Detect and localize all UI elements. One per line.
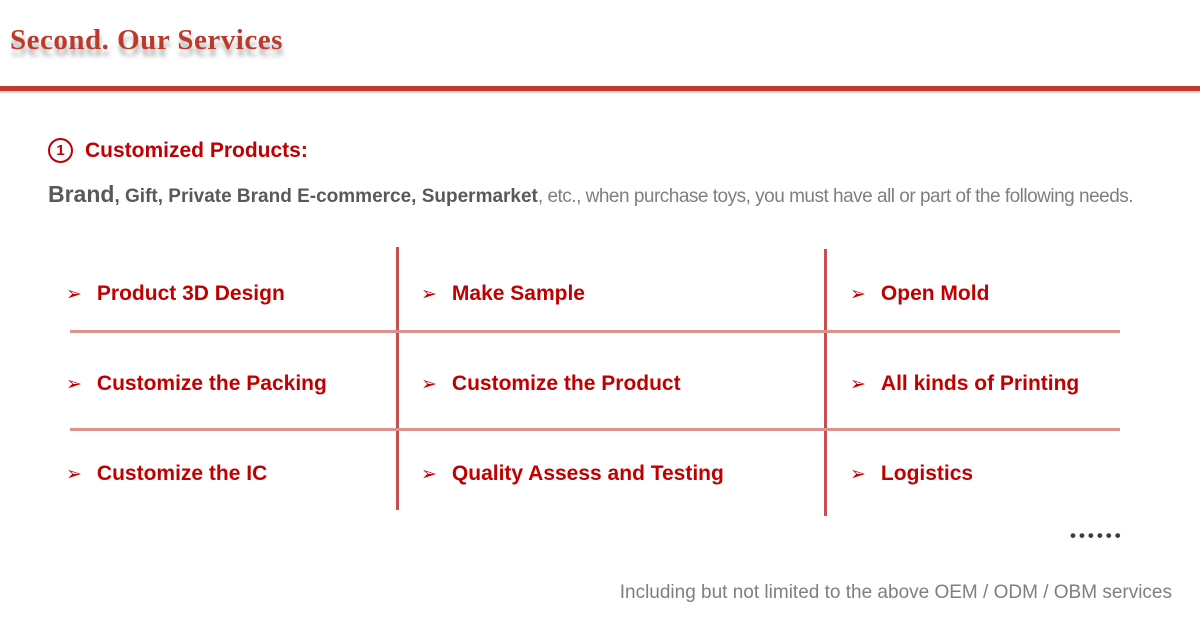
arrow-bullet-icon: ➢	[421, 283, 437, 305]
service-item-label: Customize the IC	[96, 462, 268, 485]
grid-horizontal-divider-2	[70, 428, 1120, 431]
intro-bold-segment: , Gift, Private Brand E-commerce, Superm…	[114, 186, 538, 207]
grid-horizontal-divider-1	[70, 330, 1120, 333]
arrow-bullet-icon: ➢	[66, 463, 82, 485]
circled-number-icon: 1	[48, 138, 73, 163]
service-item-logistics: ➢ Logistics	[850, 458, 973, 490]
service-item-customize-ic: ➢ Customize the IC	[66, 458, 267, 490]
service-item-customize-product: ➢ Customize the Product	[421, 368, 681, 400]
arrow-bullet-icon: ➢	[66, 283, 82, 305]
service-item-label: Product 3D Design	[96, 282, 285, 305]
service-item-quality-assess-testing: ➢ Quality Assess and Testing	[421, 458, 724, 490]
service-item-make-sample: ➢ Make Sample	[421, 278, 585, 310]
page-title: Second. Our Services	[10, 24, 283, 56]
intro-normal-segment: , etc., when purchase toys, you must hav…	[537, 186, 1134, 207]
arrow-bullet-icon: ➢	[66, 373, 82, 395]
arrow-bullet-icon: ➢	[850, 373, 866, 395]
service-item-label: Customize the Packing	[96, 372, 327, 395]
section-heading-label: Customized Products:	[85, 138, 308, 162]
section-heading: 1 Customized Products:	[48, 138, 308, 163]
title-divider-rule	[0, 86, 1200, 91]
service-item-label: Open Mold	[880, 282, 990, 305]
intro-sentence: Brand, Gift, Private Brand E-commerce, S…	[48, 181, 1134, 208]
intro-lead-word: Brand	[48, 181, 115, 207]
footer-note: Including but not limited to the above O…	[619, 582, 1172, 603]
service-item-customize-packing: ➢ Customize the Packing	[66, 368, 327, 400]
service-item-label: All kinds of Printing	[880, 372, 1080, 395]
service-item-label: Make Sample	[451, 282, 585, 305]
service-item-product-3d-design: ➢ Product 3D Design	[66, 278, 285, 310]
arrow-bullet-icon: ➢	[421, 463, 437, 485]
service-item-label: Quality Assess and Testing	[451, 462, 724, 485]
grid-vertical-divider-2	[824, 249, 827, 516]
arrow-bullet-icon: ➢	[850, 283, 866, 305]
grid-vertical-divider-1	[396, 247, 399, 510]
arrow-bullet-icon: ➢	[850, 463, 866, 485]
ellipsis-dots: ••••••	[1070, 526, 1124, 545]
service-item-label: Logistics	[880, 462, 974, 485]
arrow-bullet-icon: ➢	[421, 373, 437, 395]
service-item-all-kinds-printing: ➢ All kinds of Printing	[850, 368, 1079, 400]
service-item-label: Customize the Product	[451, 372, 681, 395]
service-item-open-mold: ➢ Open Mold	[850, 278, 989, 310]
